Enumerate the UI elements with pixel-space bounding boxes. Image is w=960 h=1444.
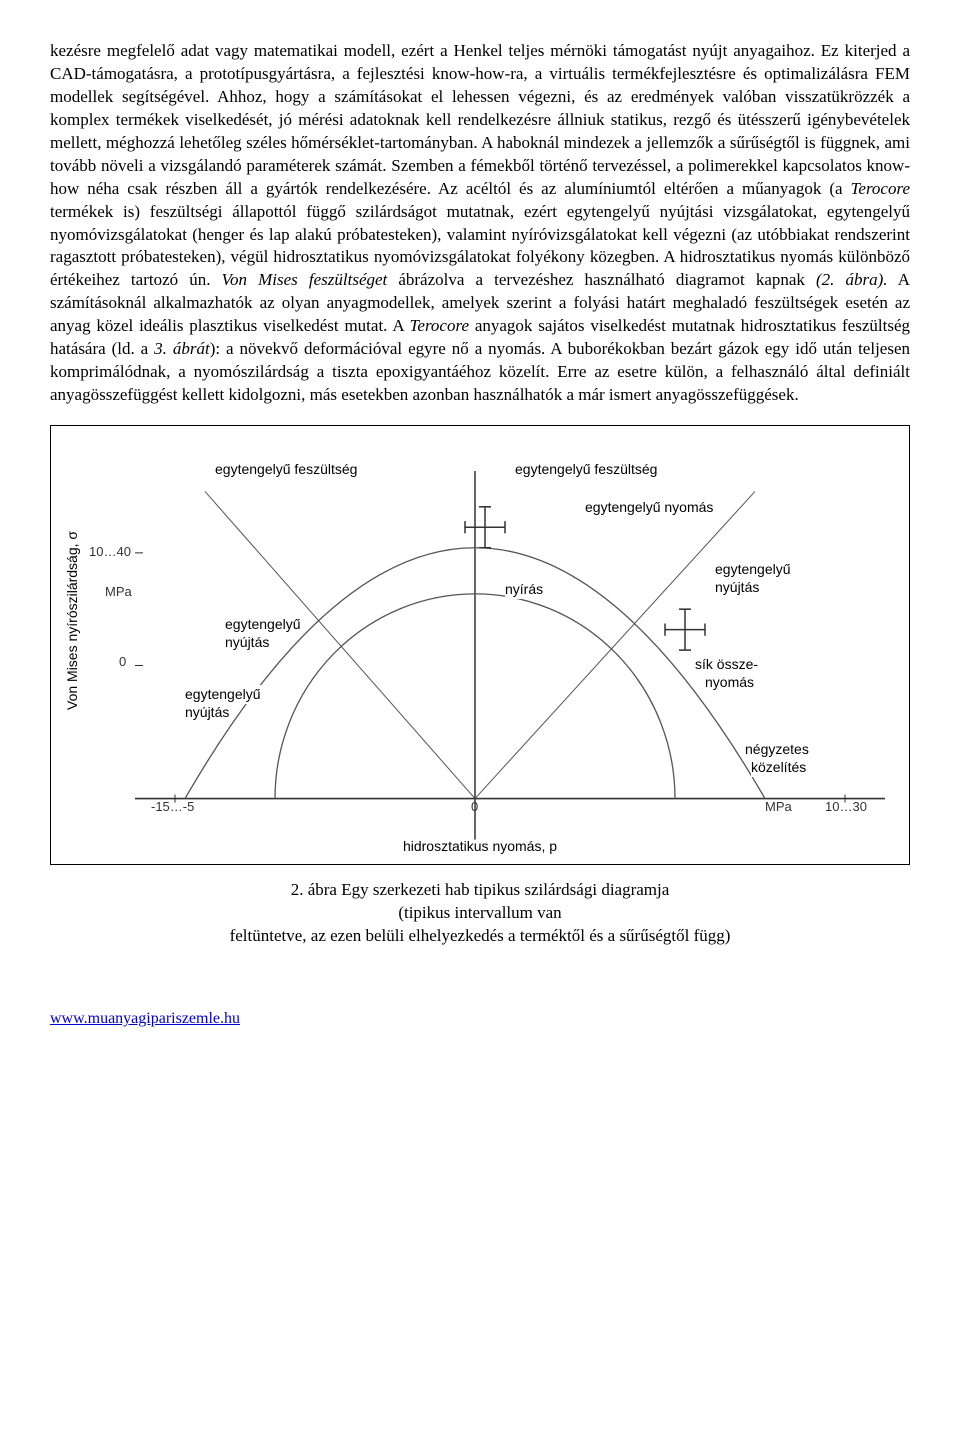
p1-i3: (2. ábra). xyxy=(816,270,888,289)
annotation-3: nyírás xyxy=(505,580,543,599)
p1-a: kezésre megfelelő adat vagy matematikai … xyxy=(50,41,910,198)
annotation-7: nyújtás xyxy=(225,633,269,652)
caption-line-2: (tipikus intervallum van xyxy=(398,903,561,922)
marker-cross-0 xyxy=(465,507,505,548)
xtick-label-1: 0 xyxy=(471,798,478,816)
annotation-10: sík össze- xyxy=(695,655,758,674)
annotation-6: egytengelyű xyxy=(225,615,301,634)
ray-right xyxy=(475,491,755,798)
annotation-8: egytengelyű xyxy=(185,685,261,704)
p1-c: ábrázolva a tervezéshez használható diag… xyxy=(387,270,816,289)
annotation-11: nyomás xyxy=(705,673,754,692)
xtick-label-0: -15…-5 xyxy=(151,798,194,816)
xtick-label-3: 10…30 xyxy=(825,798,867,816)
p1-i5: 3. ábrát xyxy=(154,339,210,358)
figure-inner: Von Mises nyírószilárdság, σ hidrosztati… xyxy=(55,430,905,860)
annotation-12: négyzetes xyxy=(745,740,809,759)
body-paragraph: kezésre megfelelő adat vagy matematikai … xyxy=(50,40,910,407)
figure-2: Von Mises nyírószilárdság, σ hidrosztati… xyxy=(50,425,910,865)
p1-i2: Von Mises feszültséget xyxy=(222,270,388,289)
ytick-label-1: MPa xyxy=(105,583,132,601)
annotation-1: egytengelyű feszültség xyxy=(515,460,657,479)
footer-link[interactable]: www.muanyagipariszemle.hu xyxy=(50,1008,910,1030)
figure-caption: 2. ábra Egy szerkezeti hab tipikus szilá… xyxy=(50,879,910,948)
caption-line-3: feltüntetve, az ezen belüli elhelyezkedé… xyxy=(230,926,731,945)
y-axis-label: Von Mises nyírószilárdság, σ xyxy=(63,531,82,710)
annotation-9: nyújtás xyxy=(185,703,229,722)
annotation-2: egytengelyű nyomás xyxy=(585,498,713,517)
annotation-4: egytengelyű xyxy=(715,560,791,579)
xtick-label-2: MPa xyxy=(765,798,792,816)
ytick-label-2: 0 xyxy=(119,653,126,671)
p1-i1: Terocore xyxy=(851,179,911,198)
annotation-0: egytengelyű feszültség xyxy=(215,460,357,479)
annotation-13: közelítés xyxy=(751,758,806,777)
figure-svg xyxy=(55,430,905,860)
p1-i4: Terocore xyxy=(410,316,470,335)
caption-line-1: 2. ábra Egy szerkezeti hab tipikus szilá… xyxy=(291,880,670,899)
ytick-label-0: 10…40 xyxy=(89,543,131,561)
marker-cross-1 xyxy=(665,609,705,650)
x-axis-label: hidrosztatikus nyomás, p xyxy=(403,837,557,856)
annotation-5: nyújtás xyxy=(715,578,759,597)
